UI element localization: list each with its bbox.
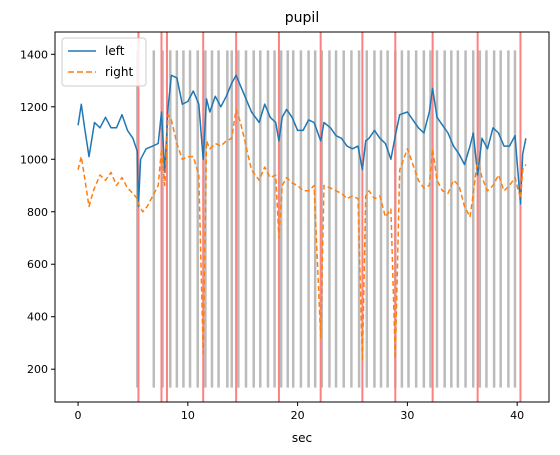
legend-box <box>61 37 147 87</box>
x-tick-label: 0 <box>75 409 82 422</box>
x-tick-label: 40 <box>510 409 524 422</box>
y-tick-label: 800 <box>27 206 48 219</box>
y-tick-label: 200 <box>27 363 48 376</box>
legend-label-right: right <box>105 65 133 79</box>
plot-area <box>77 32 527 402</box>
chart-title: pupil <box>285 10 319 26</box>
x-tick-label: 30 <box>400 409 414 422</box>
x-tick-label: 20 <box>291 409 305 422</box>
legend: left right <box>61 37 147 87</box>
series-line-right <box>77 108 527 363</box>
y-axis: 200 400 600 800 1000 1200 1400 <box>20 48 55 376</box>
y-tick-label: 1000 <box>20 153 48 166</box>
y-tick-label: 600 <box>27 258 48 271</box>
y-tick-label: 400 <box>27 311 48 324</box>
plot-frame <box>54 31 550 403</box>
y-tick-label: 1200 <box>20 101 48 114</box>
legend-label-left: left <box>105 44 125 58</box>
y-tick-label: 1400 <box>20 48 48 61</box>
series-line-left <box>77 74 527 208</box>
x-tick-label: 10 <box>181 409 195 422</box>
x-axis: 0 10 20 30 40 <box>75 402 524 422</box>
x-axis-label: sec <box>292 431 312 445</box>
